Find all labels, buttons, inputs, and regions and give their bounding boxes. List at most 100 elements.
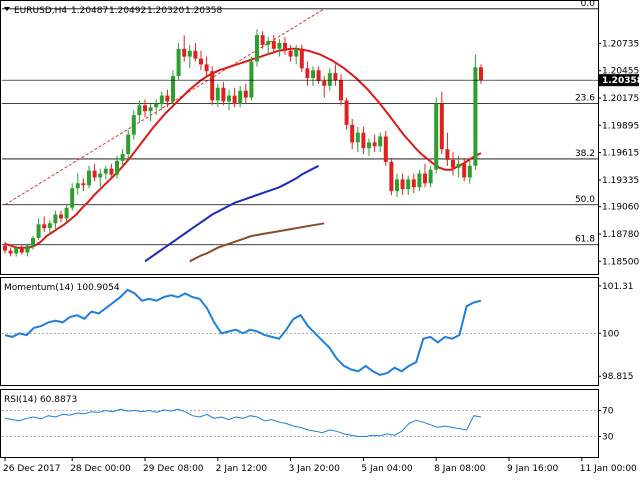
candle-body <box>70 188 75 208</box>
candle-body <box>344 100 349 125</box>
candle-body <box>378 136 383 147</box>
rsi-axis: 70 30 <box>598 407 614 443</box>
fibonacci-levels: 0.0 23.6 38.2 50.0 61.8 <box>2 0 598 246</box>
candle-body <box>36 224 41 238</box>
fib-label-4: 61.8 <box>575 235 595 245</box>
rsi-tick-label: 70 <box>602 407 614 417</box>
candle <box>367 138 371 157</box>
candle <box>81 178 86 192</box>
fib-label-2: 38.2 <box>575 149 595 159</box>
candle-body <box>355 132 360 143</box>
candle-body <box>182 48 187 57</box>
time-tick-label: 5 Jan 04:00 <box>361 464 413 474</box>
momentum-axis: 101.31 100 98.815 <box>598 282 634 382</box>
candle-body <box>271 40 276 49</box>
candle-body <box>148 107 153 112</box>
last-price-badge <box>599 74 639 87</box>
candle <box>456 156 461 178</box>
candle-body <box>456 163 461 168</box>
candle <box>305 61 310 86</box>
candle <box>361 126 366 155</box>
candle <box>277 39 282 57</box>
candle-body <box>14 247 19 254</box>
candle-body <box>299 48 304 69</box>
candle-body <box>451 159 455 168</box>
price-pane-frame <box>0 0 599 275</box>
candle <box>59 210 63 223</box>
price-tick-label: 1.19615 <box>602 149 639 159</box>
candle-body <box>25 245 30 253</box>
candle <box>148 103 153 121</box>
candle <box>299 44 304 73</box>
time-tick-label: 11 Jan 00:00 <box>580 464 637 474</box>
price-pane: 0.0 23.6 38.2 50.0 61.8 1.20735 1.20455 1.2017… <box>0 0 640 275</box>
candle-body <box>131 115 136 135</box>
candle-body <box>8 250 13 254</box>
momentum-pane: 101.31 100 98.815 Momentum(14) 100.9054 <box>0 277 634 386</box>
candle <box>3 241 7 254</box>
candle <box>283 37 287 55</box>
candle <box>439 91 444 155</box>
candle <box>316 66 321 84</box>
candle <box>36 218 41 240</box>
candle <box>411 173 416 194</box>
candle <box>227 89 231 111</box>
rsi-line <box>4 408 482 437</box>
momentum-line-group <box>2 288 598 376</box>
trendline-line <box>4 8 325 206</box>
candle-body <box>389 161 394 192</box>
candle-body <box>238 90 243 104</box>
candle <box>8 247 13 257</box>
candle <box>322 76 327 98</box>
candle <box>92 163 97 182</box>
candle-body <box>165 95 170 102</box>
price-tick-label: 1.20455 <box>602 67 639 77</box>
sma-slow-line <box>189 222 325 263</box>
rsi-line-group <box>2 408 598 437</box>
time-axis: 26 Dec 2017 28 Dec 00:00 29 Dec 08:00 2 Jan… <box>3 458 637 474</box>
symbol-dropdown-icon[interactable] <box>4 7 10 11</box>
price-axis: 1.20735 1.20455 1.20175 1.19895 1.19615 1.193… <box>2 39 640 267</box>
candle-body <box>64 207 69 219</box>
candle <box>64 204 69 223</box>
candle-body <box>400 179 405 190</box>
candle-body <box>411 179 416 188</box>
momentum-tick-label: 98.815 <box>602 372 634 382</box>
candle-body <box>417 173 422 188</box>
candle-body <box>92 170 97 178</box>
momentum-tick-label: 100 <box>602 329 619 339</box>
price-tick-label: 1.18500 <box>602 257 639 267</box>
candle-body <box>204 64 209 72</box>
candle <box>215 83 220 108</box>
candle <box>176 42 181 80</box>
candle-body <box>255 35 259 62</box>
candle <box>210 66 215 106</box>
candle <box>355 126 360 153</box>
candle <box>14 245 19 257</box>
candle <box>204 56 209 77</box>
candle <box>232 87 237 108</box>
candle-body <box>428 169 433 184</box>
candle-body <box>423 173 427 184</box>
candle <box>344 97 349 130</box>
candles <box>3 29 483 257</box>
candle-body <box>395 179 399 192</box>
candle <box>462 157 467 182</box>
candle-body <box>316 70 321 81</box>
candle <box>87 165 91 189</box>
time-tick-label: 2 Jan 12:00 <box>216 464 268 474</box>
candle-body <box>333 73 338 80</box>
candle-body <box>434 103 439 170</box>
candle <box>383 130 388 166</box>
candle <box>445 132 450 166</box>
candle <box>103 165 108 180</box>
momentum-line <box>4 288 482 376</box>
candle <box>165 89 170 108</box>
candle <box>143 99 147 118</box>
candle-body <box>372 142 377 147</box>
candle-body <box>159 95 164 104</box>
time-tick-label: 26 Dec 2017 <box>3 464 61 474</box>
chart-header-open: 1.20487 <box>71 6 108 16</box>
candle-body <box>227 95 231 102</box>
momentum-label: Momentum(14) 100.9054 <box>4 283 120 293</box>
